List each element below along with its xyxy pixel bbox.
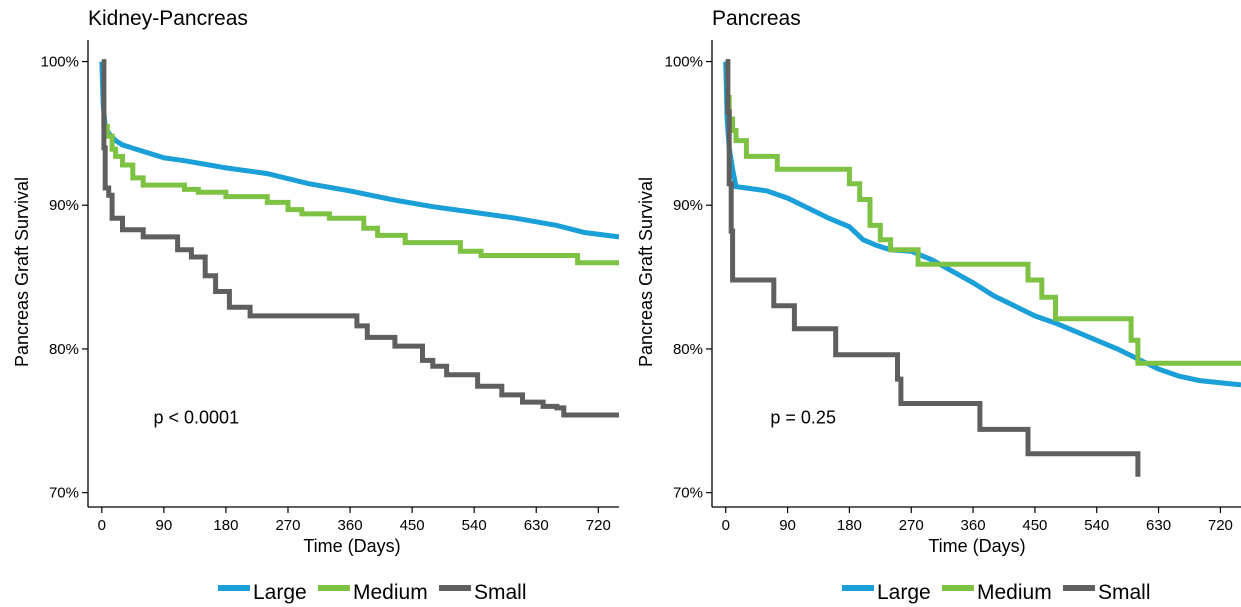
chart-title: Pancreas — [712, 7, 801, 30]
x-tick-label: 90 — [156, 517, 173, 534]
legend-label-medium: Medium — [353, 581, 428, 604]
plot-area: 0 90 180 270 360 450 540 630 720 70% 80% 90% 100% — [665, 40, 1241, 534]
y-tick-label: 80% — [49, 341, 79, 358]
legend-label-medium: Medium — [977, 581, 1052, 604]
x-tick-label: 270 — [899, 517, 924, 534]
legend-label-small: Small — [1098, 581, 1151, 604]
x-tick-label: 270 — [275, 517, 300, 534]
y-tick-label: 80% — [673, 341, 703, 358]
series-line-small — [725, 59, 1141, 477]
x-tick-label: 360 — [961, 517, 986, 534]
series-line-small — [101, 59, 619, 418]
x-tick-label: 180 — [837, 517, 862, 534]
x-tick-label: 630 — [1146, 517, 1171, 534]
y-axis-label: Pancreas Graft Survival — [12, 177, 32, 367]
x-tick-label: 450 — [1022, 517, 1047, 534]
y-tick-label: 100% — [665, 54, 703, 71]
chart-title: Kidney-Pancreas — [88, 7, 248, 30]
legend-swatch-medium — [942, 585, 974, 591]
y-axis-label: Pancreas Graft Survival — [636, 177, 656, 367]
panel-pancreas: Pancreas Pancreas Graft Survival Time (D… — [636, 7, 1241, 604]
x-axis-label: Time (Days) — [303, 536, 400, 556]
x-tick-label: 720 — [586, 517, 611, 534]
legend-label-large: Large — [877, 581, 931, 604]
x-tick-label: 540 — [1084, 517, 1109, 534]
legend-swatch-small — [439, 585, 471, 591]
x-tick-label: 90 — [779, 517, 796, 534]
panel-kidney-pancreas: Kidney-Pancreas Pancreas Graft Survival … — [12, 7, 620, 604]
legend-swatch-large — [218, 585, 250, 591]
legend-label-small: Small — [474, 581, 527, 604]
x-tick-label: 630 — [524, 517, 549, 534]
legend-swatch-small — [1063, 585, 1095, 591]
series-line-medium — [101, 95, 619, 266]
y-tick-label: 100% — [41, 54, 79, 71]
y-tick-label: 70% — [673, 485, 703, 502]
x-tick-label: 0 — [98, 517, 106, 534]
x-tick-label: 180 — [213, 517, 238, 534]
x-axis-label: Time (Days) — [928, 536, 1025, 556]
legend: Large Medium Small — [218, 581, 527, 604]
x-tick-label: 450 — [400, 517, 425, 534]
series-line-medium — [725, 59, 1241, 366]
legend-label-large: Large — [253, 581, 307, 604]
x-tick-label: 720 — [1208, 517, 1233, 534]
y-tick-label: 90% — [49, 197, 79, 214]
legend: Large Medium Small — [842, 581, 1151, 604]
legend-swatch-medium — [318, 585, 350, 591]
y-tick-label: 70% — [49, 485, 79, 502]
x-tick-label: 540 — [462, 517, 487, 534]
p-value-annotation: p = 0.25 — [770, 408, 836, 428]
series-line-large — [99, 61, 620, 240]
series-line-large — [723, 61, 1241, 388]
x-tick-label: 0 — [722, 517, 730, 534]
plot-area: 0 90 180 270 360 450 540 630 720 70% 80% 90% 100% — [41, 40, 620, 534]
legend-swatch-large — [842, 585, 874, 591]
x-tick-label: 360 — [338, 517, 363, 534]
y-tick-label: 90% — [673, 197, 703, 214]
p-value-annotation: p < 0.0001 — [154, 408, 240, 428]
